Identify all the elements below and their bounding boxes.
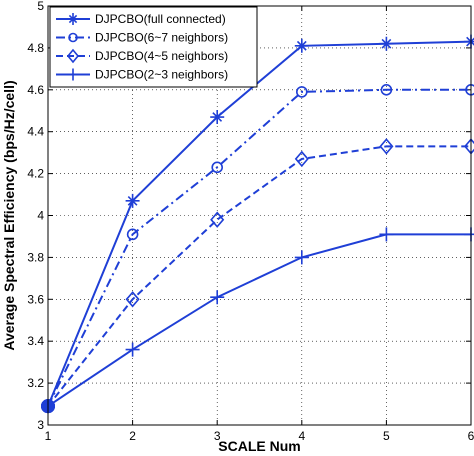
x-tick-label: 1 <box>45 429 52 443</box>
y-tick-label: 4.2 <box>27 167 44 181</box>
x-tick-label: 3 <box>214 429 221 443</box>
legend-swatch-marker <box>66 48 80 64</box>
data-point <box>125 342 140 357</box>
y-tick-label: 3.4 <box>27 334 44 348</box>
data-point <box>380 84 393 96</box>
data-point <box>294 38 309 53</box>
y-tick-label: 4.8 <box>27 41 44 55</box>
data-point <box>211 161 223 174</box>
series-line <box>47 145 471 407</box>
data-point <box>125 291 140 308</box>
data-point <box>379 36 394 51</box>
legend: DJPCBO(full connected) DJPCBO(6~7 neighbo… <box>49 6 258 88</box>
legend-label: DJPCBO(full connected) <box>95 12 226 26</box>
plot-frame <box>47 5 472 426</box>
y-tick-label: 3.8 <box>27 250 44 264</box>
x-tick-label: 4 <box>298 429 305 443</box>
data-point <box>125 193 140 208</box>
y-tick-label: 4.6 <box>27 83 44 97</box>
x-tick-label: 5 <box>383 429 390 443</box>
data-point <box>294 250 309 265</box>
x-tick-label: 2 <box>129 429 136 443</box>
series-line <box>47 233 471 407</box>
y-tick-label: 4.4 <box>27 125 44 139</box>
data-point <box>295 86 308 98</box>
x-axis-title: SCALE Num <box>218 438 300 454</box>
y-tick-label: 3 <box>37 418 44 432</box>
legend-item: DJPCBO(full connected) <box>56 12 226 26</box>
y-axis-title: Average Spectral Efficiency (bps/Hz/cell… <box>1 80 17 350</box>
legend-label: DJPCBO(6~7 neighbors) <box>95 31 228 45</box>
legend-label: DJPCBO(4~5 neighbors) <box>95 49 228 63</box>
x-tick-label: 6 <box>468 429 474 443</box>
y-tick-label: 5 <box>37 0 44 13</box>
data-point <box>294 150 309 168</box>
legend-swatch-marker <box>67 13 79 25</box>
data-point <box>210 211 225 228</box>
grid-lines <box>48 6 471 425</box>
series-line <box>47 88 471 407</box>
y-tick-label: 3.6 <box>27 292 44 306</box>
y-tick-label: 4 <box>37 209 44 223</box>
data-point <box>210 110 225 125</box>
y-tick-label: 3.2 <box>27 376 44 390</box>
data-point <box>379 227 394 242</box>
data-point <box>210 290 225 305</box>
series-line <box>47 40 472 407</box>
legend-swatch-marker <box>68 32 78 43</box>
data-point <box>126 228 139 241</box>
legend-item: DJPCBO(4~5 neighbors) <box>56 48 228 64</box>
legend-item: DJPCBO(6~7 neighbors) <box>56 31 228 45</box>
legend-item: DJPCBO(2~3 neighbors) <box>56 68 228 82</box>
data-point <box>379 138 394 155</box>
legend-label: DJPCBO(2~3 neighbors) <box>95 68 228 82</box>
legend-swatch-marker <box>67 68 79 81</box>
